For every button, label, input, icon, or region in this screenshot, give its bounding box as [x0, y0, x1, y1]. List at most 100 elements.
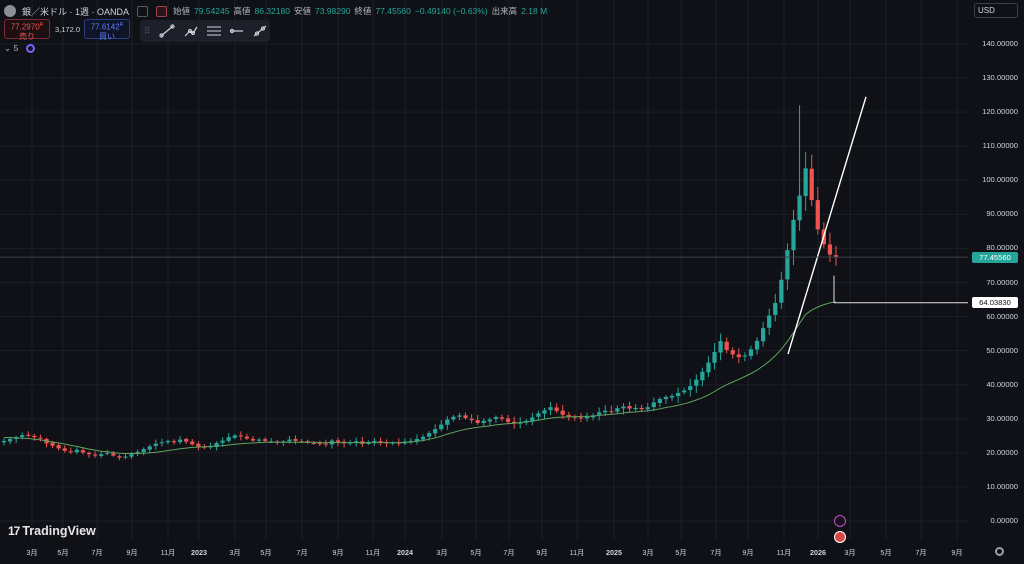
high-label: 高値 — [233, 6, 251, 16]
candle-body — [730, 350, 735, 355]
horizontal-ray-tool-icon[interactable] — [227, 22, 246, 40]
sell-label: 売り — [19, 31, 35, 41]
volume-label: 出来高 — [491, 6, 518, 16]
candle-body — [190, 441, 195, 445]
candle-body — [639, 407, 644, 410]
candle-body — [293, 438, 298, 441]
candle-body — [675, 392, 681, 397]
drag-handle-icon[interactable]: ⠿ — [144, 25, 151, 36]
candle-body — [682, 390, 687, 393]
indicator-settings-icon[interactable] — [26, 44, 36, 53]
candle-body — [827, 244, 833, 255]
low-label: 安値 — [293, 6, 311, 16]
candle-body — [785, 250, 790, 280]
candle-body — [833, 255, 839, 258]
candle-body — [475, 420, 480, 423]
event-lightning-icon[interactable] — [834, 515, 846, 527]
candle-body — [469, 418, 474, 421]
price-tick-label: 120.00000 — [982, 107, 1018, 117]
candle-body — [457, 415, 462, 417]
candle-body — [111, 453, 116, 456]
time-tick-label: 9月 — [742, 548, 754, 557]
candle-body — [736, 354, 741, 358]
ray-tool-icon[interactable] — [181, 22, 200, 40]
candle-body — [348, 442, 353, 444]
candle-body — [518, 422, 523, 424]
candle-body — [439, 424, 444, 430]
currency-select[interactable]: USD — [974, 3, 1018, 18]
candle-body — [433, 429, 438, 434]
sell-button[interactable]: 77.2970R 売り — [4, 19, 50, 41]
candle-body — [463, 415, 468, 419]
time-tick-label: 3月 — [844, 548, 856, 557]
symbol-name[interactable]: 銀／米ドル · 1週 · OANDA — [22, 6, 130, 17]
candle-body — [20, 435, 25, 438]
time-tick-label: 11月 — [160, 548, 176, 557]
candle-body — [354, 441, 359, 443]
buy-price: 77.6142 — [90, 22, 120, 32]
candle-body — [645, 407, 650, 410]
candle-body — [335, 440, 341, 442]
candle-body — [554, 407, 559, 411]
price-tick-label: 30.00000 — [986, 413, 1018, 423]
time-tick-label: 11月 — [776, 548, 792, 557]
candle-body — [760, 328, 766, 342]
candle-body — [487, 419, 492, 422]
candle-body — [256, 439, 262, 441]
alert-icon[interactable] — [156, 5, 168, 17]
time-tick-label: 3月 — [229, 548, 241, 557]
spread-value: 3,172.0 — [55, 25, 81, 34]
time-tick-label: 3月 — [436, 548, 448, 557]
close-label: 終値 — [354, 6, 372, 16]
close-value: 77.45560 — [375, 6, 411, 16]
candle-body — [135, 451, 140, 454]
low-value: 73.98290 — [314, 6, 351, 16]
candle-body — [420, 436, 426, 440]
time-tick-label: 5月 — [880, 548, 892, 557]
candle-body — [38, 437, 43, 439]
candle-body — [657, 399, 663, 403]
time-tick-label: 2024 — [397, 548, 413, 557]
candle-body — [712, 352, 717, 363]
candle-body — [481, 420, 486, 424]
candle-body — [779, 279, 784, 303]
price-tick-label: 60.00000 — [986, 311, 1018, 321]
candle-body — [287, 439, 292, 442]
event-flag-icon[interactable] — [834, 531, 846, 543]
candle-body — [74, 449, 80, 453]
buy-button[interactable]: 77.6142R 買い — [84, 19, 130, 41]
candle-body — [505, 418, 511, 422]
candle-body — [572, 416, 577, 418]
candle-body — [499, 417, 505, 419]
candle-body — [669, 395, 675, 398]
time-tick-label: 3月 — [26, 548, 38, 557]
candle-body — [791, 219, 796, 251]
candle-body — [372, 440, 377, 443]
candle-body — [7, 438, 13, 442]
extended-line-tool-icon[interactable] — [251, 22, 270, 40]
candle-body — [366, 442, 371, 444]
silver-symbol-icon — [4, 5, 16, 17]
candle-body — [214, 442, 219, 448]
trend-line-tool-icon[interactable] — [158, 22, 177, 40]
candle-body — [512, 421, 517, 424]
volume-value: 2.18 M — [521, 6, 548, 16]
tradingview-logo[interactable]: 17 TradingView — [8, 524, 96, 538]
candle-body — [62, 448, 67, 451]
moving-average-line — [4, 301, 837, 454]
candle-body — [177, 439, 183, 443]
candle-body — [414, 438, 420, 442]
collapse-indicators-button[interactable]: ⌄ 5 — [4, 43, 19, 53]
candle-body — [80, 450, 86, 453]
candle-body — [815, 200, 820, 230]
indicators-row: ⌄ 5 — [4, 43, 36, 54]
horizontal-line-price-tag[interactable]: 64.03830 — [972, 297, 1018, 309]
candle-body — [627, 406, 632, 409]
flag-icon[interactable] — [137, 5, 149, 17]
candle-body — [26, 434, 31, 436]
axis-settings-gear-icon[interactable] — [995, 547, 1004, 556]
candle-body — [803, 168, 808, 196]
parallel-channel-tool-icon[interactable] — [204, 22, 223, 40]
price-tick-label: 0.00000 — [990, 516, 1018, 525]
